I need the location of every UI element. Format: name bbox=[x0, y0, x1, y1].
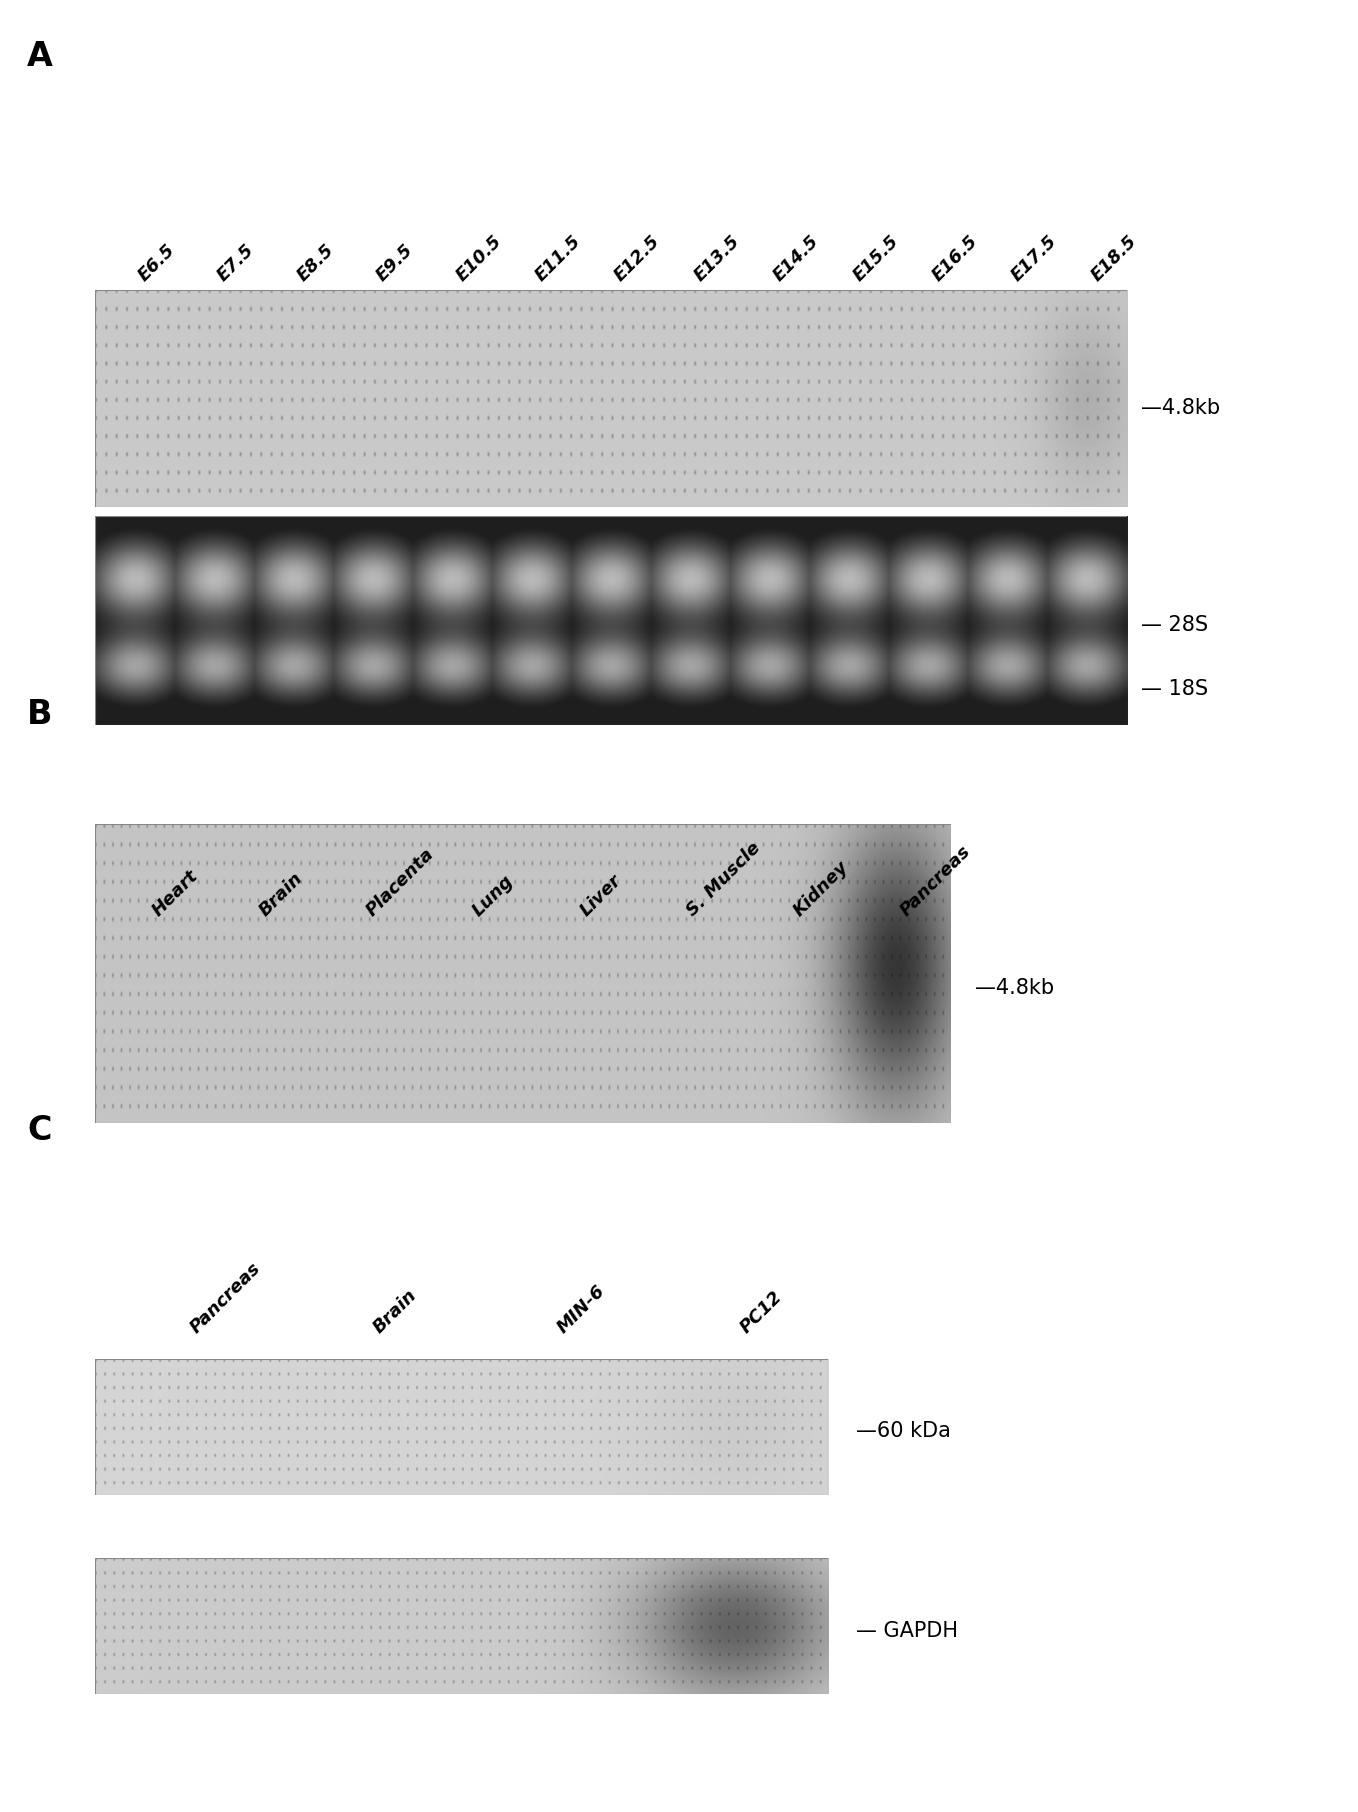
Text: Pancreas: Pancreas bbox=[898, 843, 975, 920]
Text: E10.5: E10.5 bbox=[452, 232, 505, 284]
Text: E13.5: E13.5 bbox=[690, 232, 743, 284]
Text: B: B bbox=[27, 698, 53, 730]
Text: Brain: Brain bbox=[369, 1287, 421, 1337]
Text: Liver: Liver bbox=[576, 872, 625, 920]
Text: — 18S: — 18S bbox=[1141, 678, 1207, 699]
Text: —4.8kb: —4.8kb bbox=[1141, 397, 1219, 419]
Text: A: A bbox=[27, 40, 53, 72]
Text: E14.5: E14.5 bbox=[770, 232, 823, 284]
Text: S. Muscle: S. Muscle bbox=[683, 839, 765, 920]
Text: C: C bbox=[27, 1114, 52, 1147]
Text: MIN-6: MIN-6 bbox=[554, 1283, 608, 1337]
Text: — 28S: — 28S bbox=[1141, 614, 1207, 636]
Text: E6.5: E6.5 bbox=[134, 241, 179, 284]
Text: E17.5: E17.5 bbox=[1008, 232, 1061, 284]
Text: E11.5: E11.5 bbox=[532, 232, 584, 284]
Text: Heart: Heart bbox=[148, 868, 201, 920]
Text: E12.5: E12.5 bbox=[611, 232, 664, 284]
Text: E8.5: E8.5 bbox=[293, 241, 338, 284]
Text: Placenta: Placenta bbox=[363, 844, 437, 920]
Text: E9.5: E9.5 bbox=[373, 241, 417, 284]
Text: Lung: Lung bbox=[470, 872, 517, 920]
Text: —4.8kb: —4.8kb bbox=[975, 977, 1054, 998]
Text: E7.5: E7.5 bbox=[215, 241, 258, 284]
Text: E16.5: E16.5 bbox=[929, 232, 982, 284]
Text: —60 kDa: —60 kDa bbox=[856, 1421, 951, 1442]
Text: PC12: PC12 bbox=[737, 1288, 786, 1337]
Text: E18.5: E18.5 bbox=[1088, 232, 1141, 284]
Text: E15.5: E15.5 bbox=[849, 232, 902, 284]
Text: Kidney: Kidney bbox=[790, 859, 853, 920]
Text: Pancreas: Pancreas bbox=[187, 1259, 265, 1337]
Text: — GAPDH: — GAPDH bbox=[856, 1620, 957, 1642]
Text: Brain: Brain bbox=[255, 870, 306, 920]
